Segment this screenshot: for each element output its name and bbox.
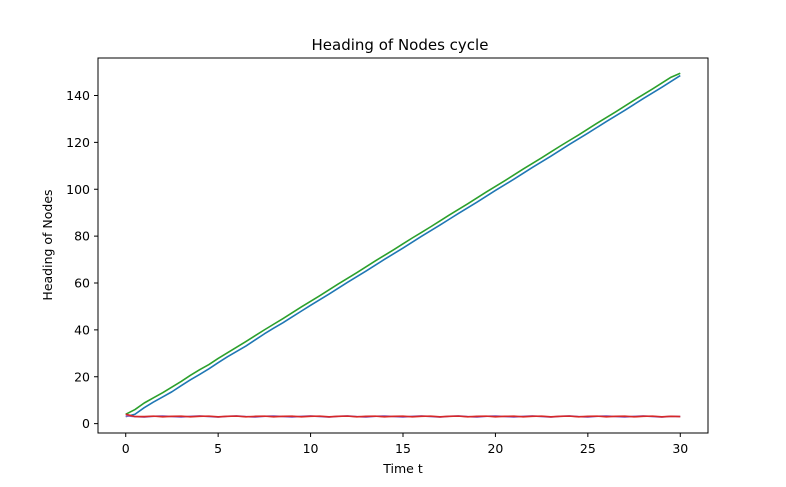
y-tick-label: 80 — [74, 229, 90, 244]
x-tick-label: 15 — [395, 441, 411, 456]
x-tick-label: 25 — [580, 441, 596, 456]
x-axis-ticks: 0 5 10 15 20 25 30 — [122, 433, 688, 456]
y-tick-label: 20 — [74, 369, 90, 384]
x-axis-label: Time t — [382, 461, 423, 476]
series-line-2 — [125, 72, 681, 415]
y-axis-label: Heading of Nodes — [40, 189, 55, 300]
y-tick-label: 40 — [74, 322, 90, 337]
series-lines — [125, 72, 681, 418]
y-tick-label: 60 — [74, 276, 90, 291]
series-line-4 — [125, 413, 681, 418]
x-tick-label: 20 — [487, 441, 503, 456]
x-tick-label: 10 — [303, 441, 319, 456]
x-tick-label: 0 — [122, 441, 130, 456]
x-tick-label: 30 — [672, 441, 688, 456]
series-line-1 — [125, 74, 681, 418]
chart-title: Heading of Nodes cycle — [312, 36, 489, 54]
y-tick-label: 120 — [66, 135, 90, 150]
x-tick-label: 5 — [214, 441, 222, 456]
y-tick-label: 0 — [82, 416, 90, 431]
y-tick-label: 100 — [66, 182, 90, 197]
y-axis-ticks: 0 20 40 60 80 100 120 140 — [66, 88, 98, 431]
y-tick-label: 140 — [66, 88, 90, 103]
